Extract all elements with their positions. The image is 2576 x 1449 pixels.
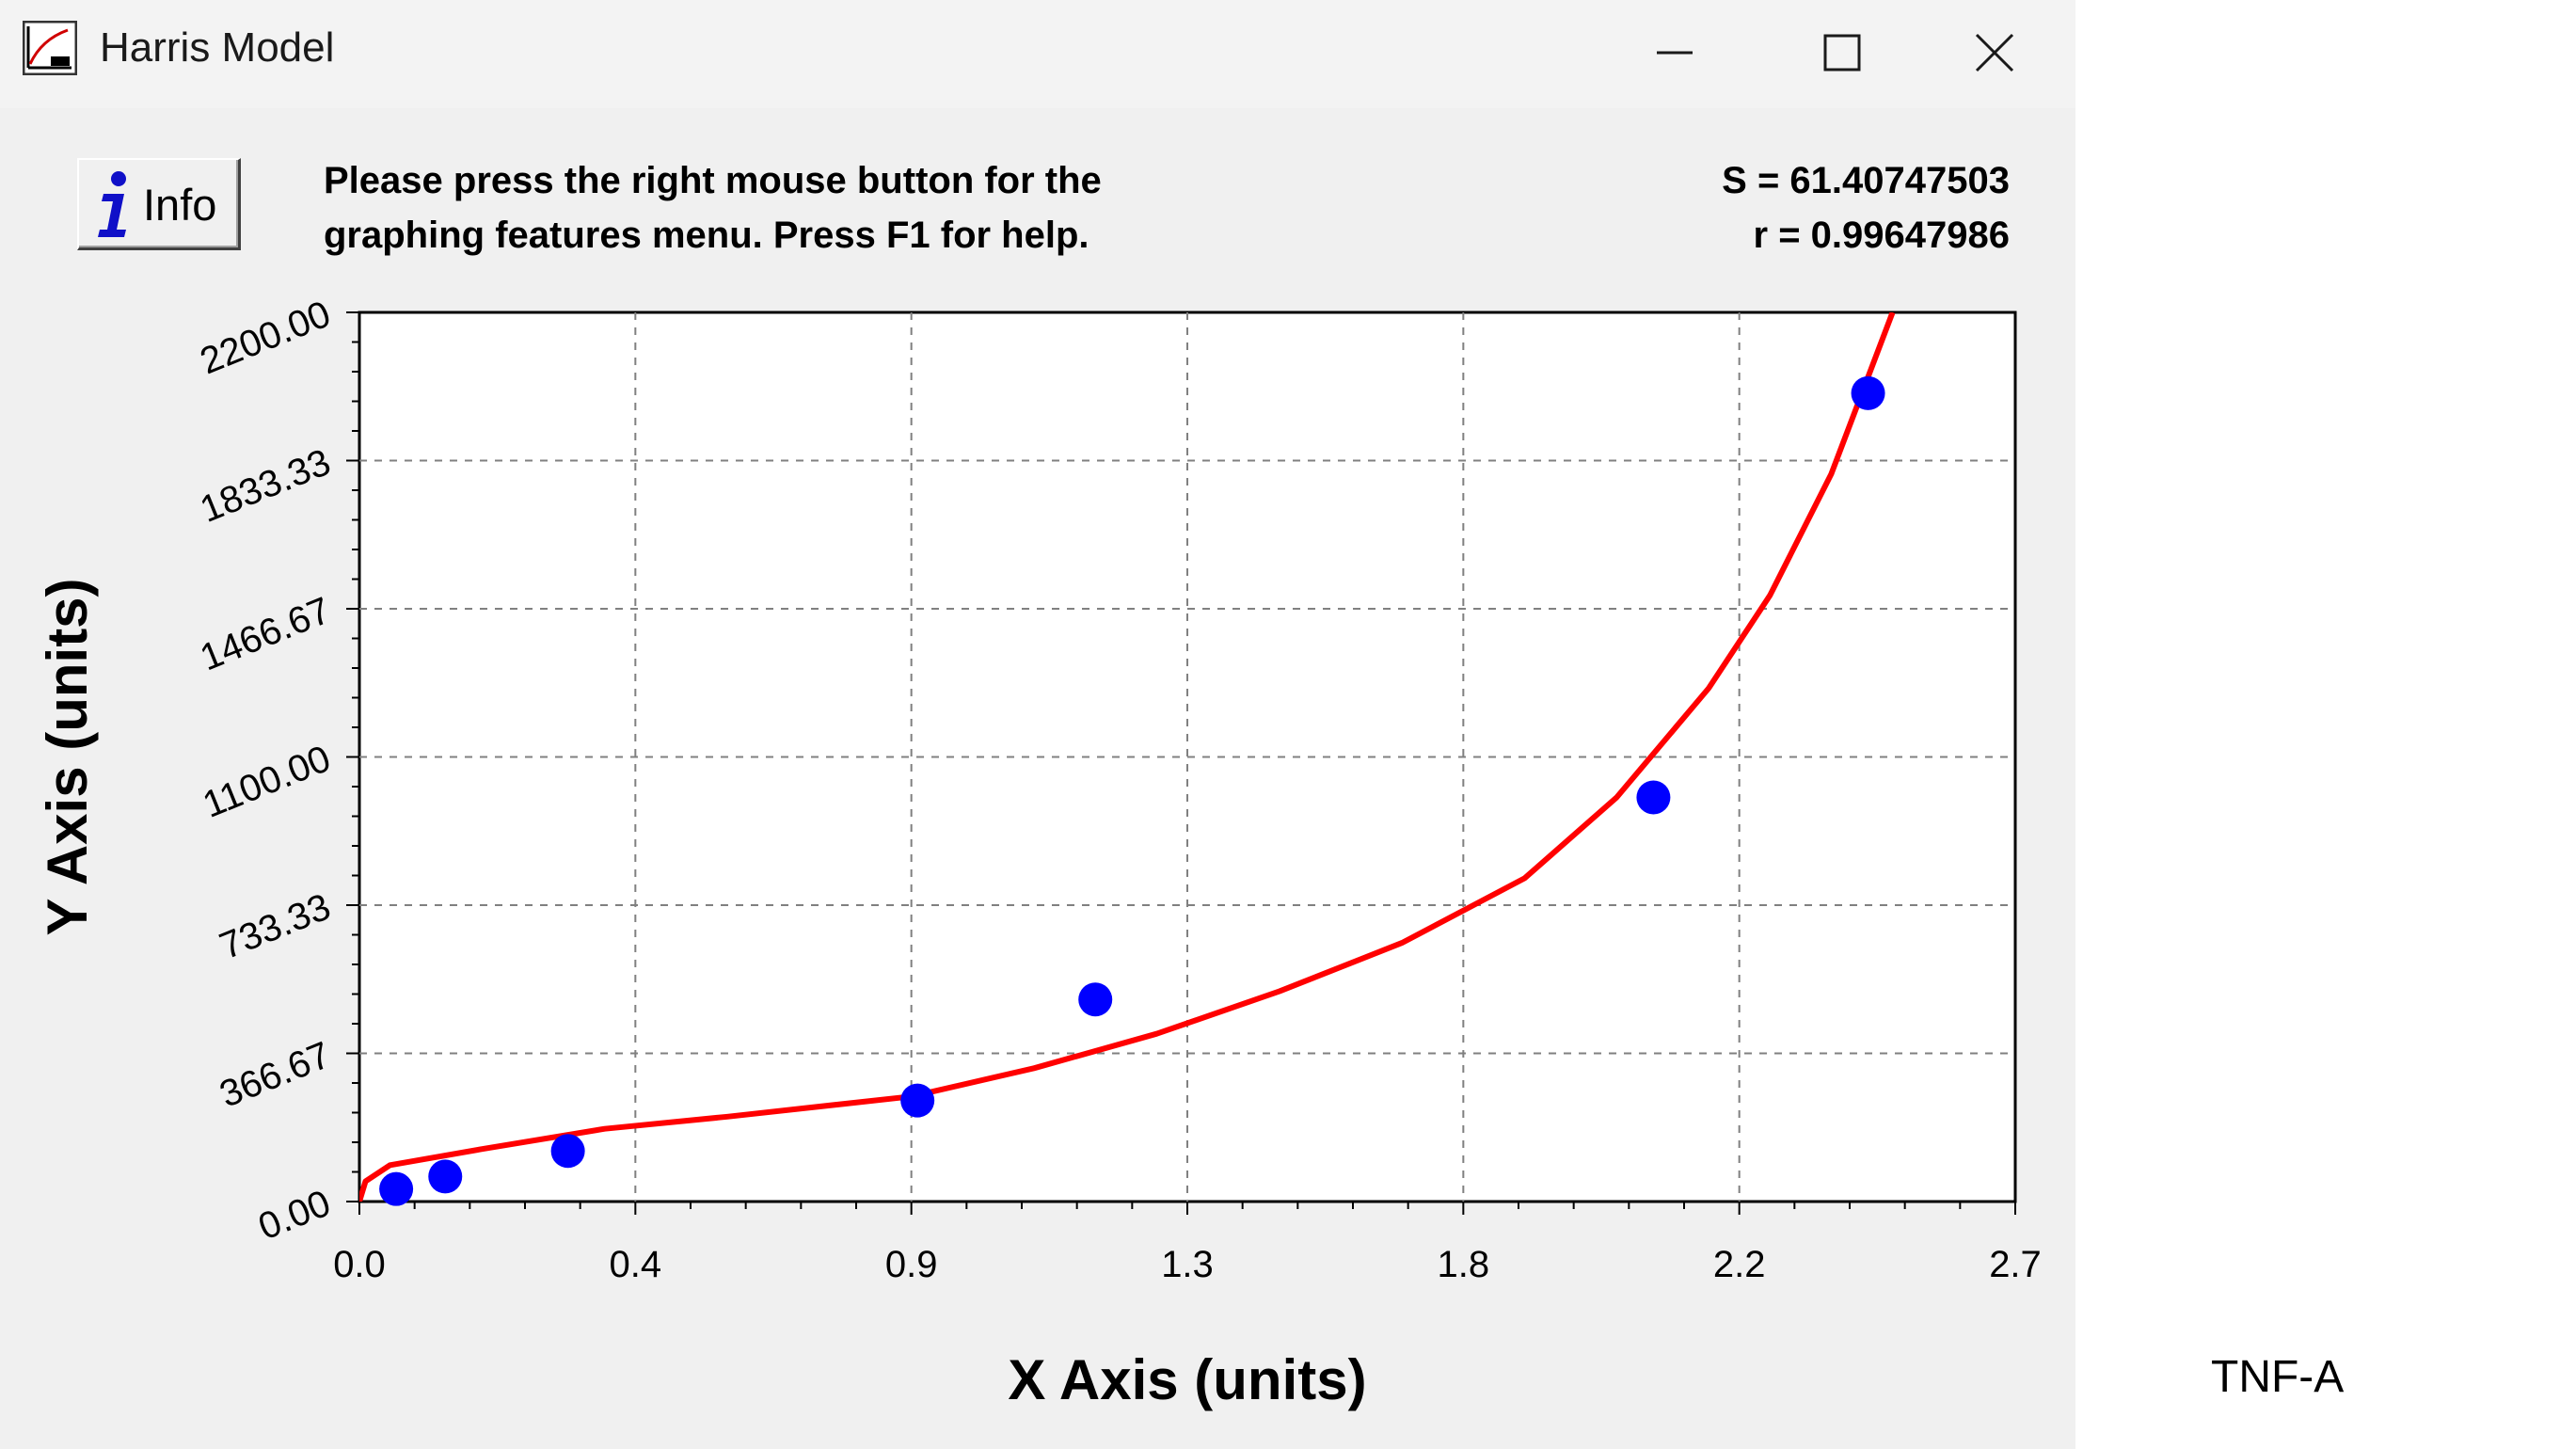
fit-curve: [359, 312, 1896, 1202]
fit-curve-layer: [359, 312, 1896, 1202]
data-point: [1851, 375, 1885, 410]
x-tick-label: 0.9: [885, 1244, 938, 1285]
y-tick-label: 1833.33: [195, 441, 337, 531]
s-value: S = 61.40747503: [1722, 160, 2010, 201]
maximize-button[interactable]: [1786, 17, 1899, 88]
info-button[interactable]: Info: [77, 158, 241, 250]
maximize-icon: [1823, 34, 1861, 72]
x-tick-label: 1.3: [1161, 1244, 1214, 1285]
close-button[interactable]: [1938, 17, 2051, 88]
x-tick-label: 1.8: [1438, 1244, 1490, 1285]
help-message-line-1: Please press the right mouse button for …: [324, 160, 1102, 201]
y-tick-label: 0.00: [253, 1183, 337, 1249]
close-icon: [1975, 33, 2014, 72]
help-message-line-2: graphing features menu. Press F1 for hel…: [324, 215, 1089, 256]
data-point: [550, 1134, 585, 1169]
data-point: [900, 1083, 935, 1118]
grid-lines: [359, 312, 2015, 1202]
standard-curve-chart[interactable]: 0.0 0.4 0.9 1.3 1.8 2.2 2.7 0.00 366.67 733.33 110…: [0, 273, 2075, 1449]
data-point: [1078, 982, 1113, 1017]
data-points-layer: [379, 375, 1885, 1206]
r-value: r = 0.99647986: [1753, 215, 2010, 256]
x-tick-label: 2.2: [1713, 1244, 1766, 1285]
chart-app-icon: [23, 21, 77, 75]
data-point: [1636, 780, 1671, 815]
x-tick-label: 2.7: [1989, 1244, 2042, 1285]
minimize-icon: [1657, 51, 1693, 55]
harris-model-window: Harris Model Info Please press the right…: [0, 0, 2075, 1449]
fit-statistics: S = 61.40747503 r = 0.99647986: [1411, 152, 2010, 265]
axis-ticks: [346, 311, 2016, 1215]
x-axis-title: X Axis (units): [1008, 1348, 1366, 1411]
data-point: [379, 1171, 414, 1206]
window-title: Harris Model: [100, 24, 335, 71]
info-button-label: Info: [143, 180, 217, 230]
x-tick-label: 0.4: [610, 1244, 662, 1285]
data-point: [428, 1159, 463, 1194]
minimize-button[interactable]: [1618, 17, 1731, 88]
assay-label: TNF-A: [2211, 1352, 2345, 1402]
y-tick-label: 366.67: [214, 1034, 336, 1116]
y-tick-label: 2200.00: [195, 294, 337, 383]
info-icon: [98, 171, 126, 237]
y-tick-label: 1100.00: [198, 738, 337, 826]
y-tick-label: 733.33: [214, 886, 336, 968]
x-tick-label: 0.0: [333, 1244, 386, 1285]
y-tick-label: 1466.67: [195, 590, 337, 679]
y-axis-title: Y Axis (units): [36, 578, 99, 935]
title-bar[interactable]: Harris Model: [0, 0, 2075, 108]
